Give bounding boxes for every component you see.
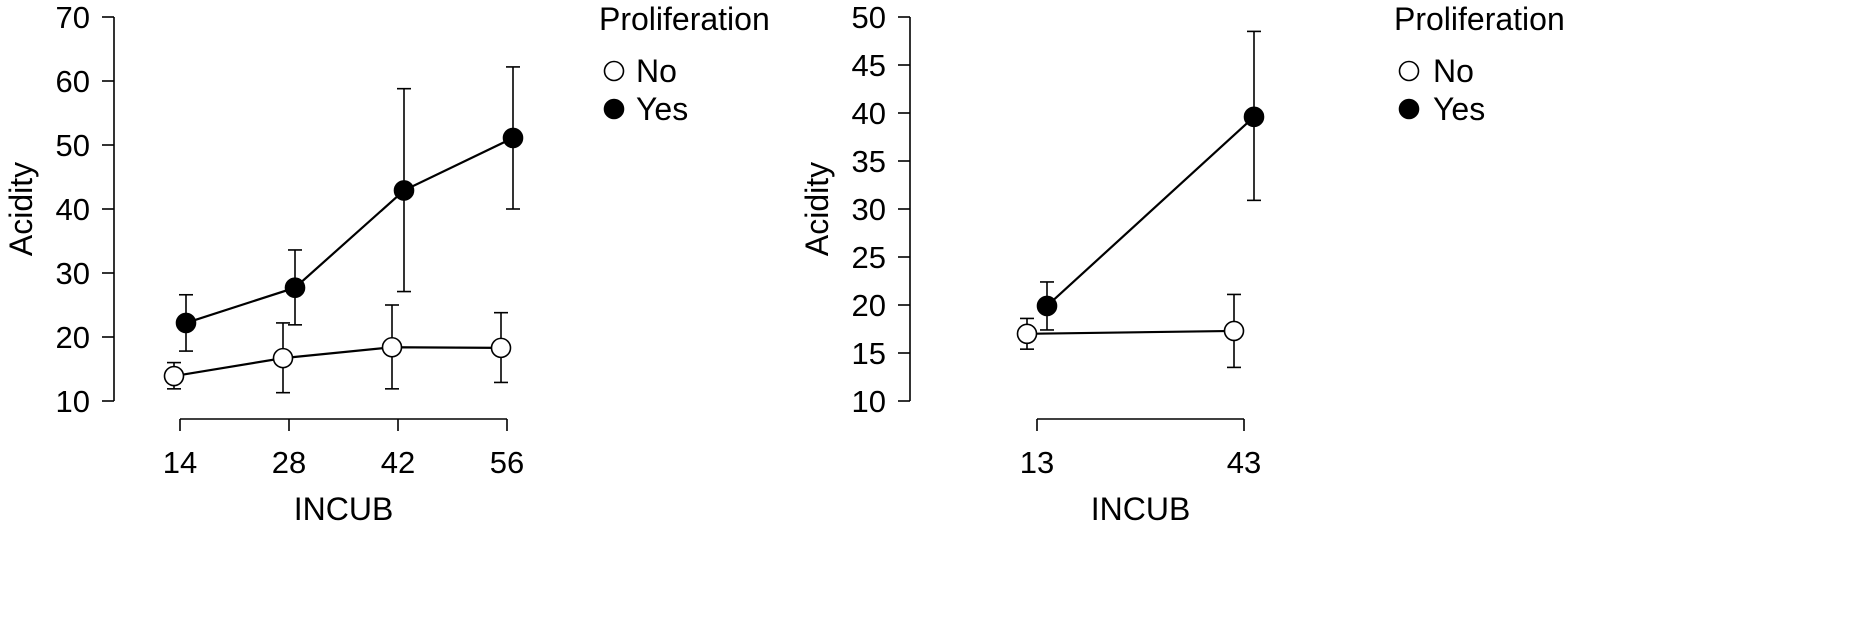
x-tick-label: 43: [1227, 445, 1261, 480]
data-point-yes: [175, 312, 197, 334]
y-axis-title: Acidity: [3, 162, 39, 256]
legend-title: Proliferation: [599, 1, 770, 37]
data-point-no: [1016, 323, 1038, 345]
y-tick-label: 25: [852, 240, 886, 275]
data-point-no: [1223, 320, 1245, 342]
x-tick-label: 56: [490, 445, 524, 480]
legend-label-yes: Yes: [636, 91, 688, 127]
y-tick-label: 45: [852, 48, 886, 83]
data-point-yes: [284, 277, 306, 299]
x-tick-label: 14: [163, 445, 197, 480]
y-tick-label: 60: [56, 64, 90, 99]
data-point-no: [272, 347, 294, 369]
chart-panel-right: 10 15 20 25 30 35 40 45 50 13 43 INCUB Acidity Prolif…: [799, 0, 1565, 527]
data-point-no: [490, 337, 512, 359]
series-line-yes: [185, 136, 514, 324]
x-tick-label: 13: [1020, 445, 1054, 480]
y-tick-label: 35: [852, 144, 886, 179]
data-point-no: [381, 336, 403, 358]
data-point-yes: [1243, 106, 1265, 128]
legend-marker-yes: [1398, 98, 1420, 120]
y-tick-label: 50: [852, 0, 886, 35]
legend-marker-yes: [603, 98, 625, 120]
legend-label-yes: Yes: [1433, 91, 1485, 127]
legend-label-no: No: [1433, 53, 1474, 89]
y-tick-label: 50: [56, 128, 90, 163]
y-tick-label: 30: [852, 192, 886, 227]
legend-marker-no: [1398, 60, 1420, 82]
series-line-no: [173, 346, 502, 378]
series-line-no: [1026, 329, 1235, 335]
legend-marker-no: [603, 60, 625, 82]
series-line-yes: [1046, 116, 1255, 307]
legend-label-no: No: [636, 53, 677, 89]
y-tick-label: 20: [852, 288, 886, 323]
x-tick-label: 42: [381, 445, 415, 480]
data-point-yes: [1036, 295, 1058, 317]
y-axis-title: Acidity: [799, 162, 835, 256]
legend-title: Proliferation: [1394, 1, 1565, 37]
y-tick-label: 40: [56, 192, 90, 227]
y-tick-label: 20: [56, 320, 90, 355]
x-axis-title: INCUB: [294, 491, 394, 527]
x-tick-label: 28: [272, 445, 306, 480]
y-tick-label: 70: [56, 0, 90, 35]
y-tick-label: 10: [56, 384, 90, 419]
data-point-yes: [502, 127, 524, 149]
y-tick-label: 30: [56, 256, 90, 291]
y-tick-label: 10: [852, 384, 886, 419]
chart-panel-left: 10 20 30 40 50 60 70 14 28 42 56 INCUB Acidity Prolif…: [3, 0, 770, 527]
x-axis-title: INCUB: [1091, 491, 1191, 527]
y-tick-label: 15: [852, 336, 886, 371]
y-tick-label: 40: [852, 96, 886, 131]
data-point-yes: [393, 180, 415, 201]
data-point-no: [163, 365, 185, 387]
